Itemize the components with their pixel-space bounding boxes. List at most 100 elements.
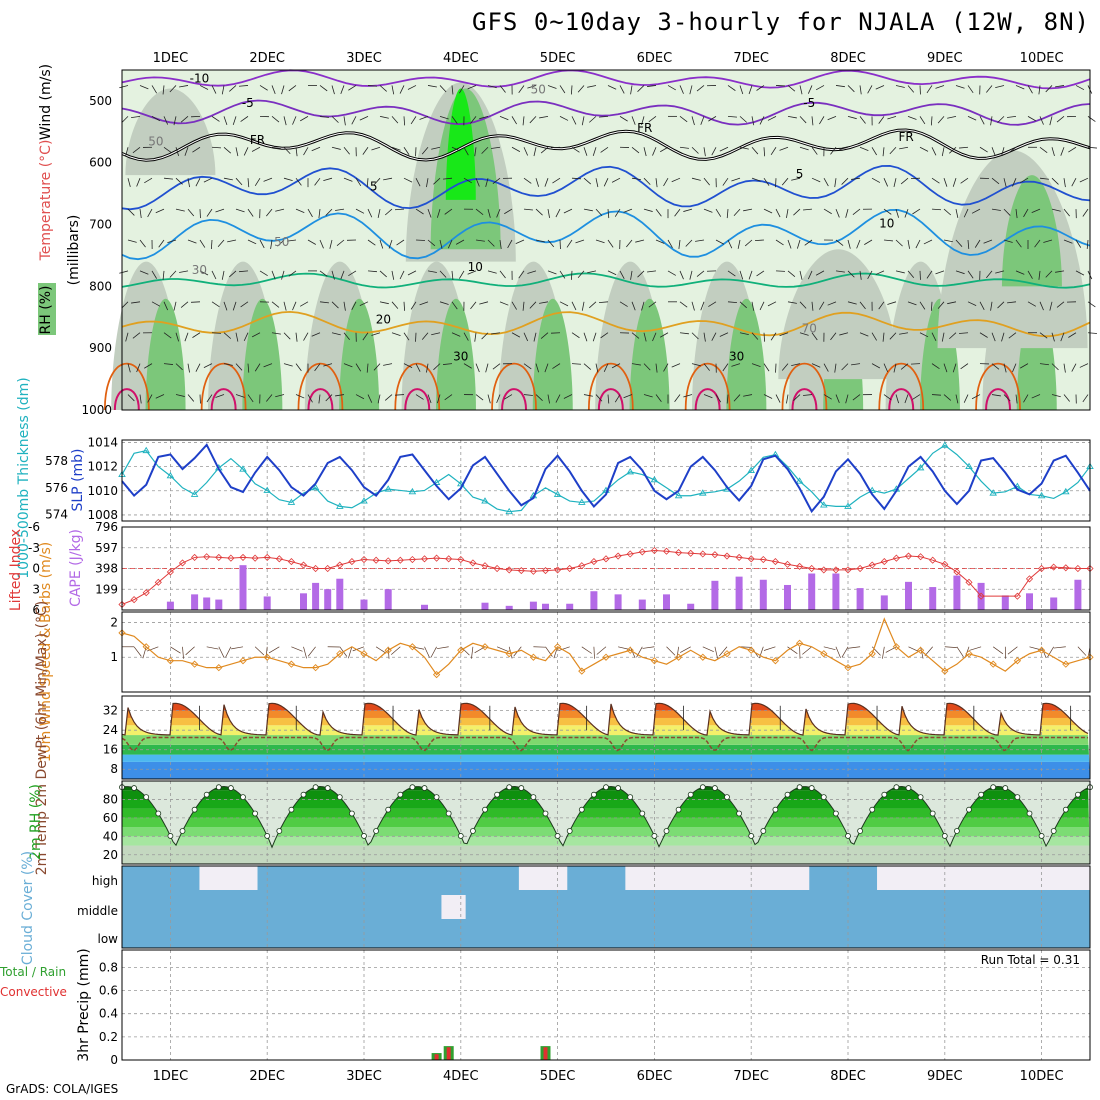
wind-barb	[211, 146, 222, 149]
isotherm-25	[684, 363, 731, 411]
wind-barb	[139, 85, 149, 90]
wind-barb	[787, 115, 797, 119]
wind-barb	[611, 177, 621, 183]
wind-barb	[859, 116, 866, 124]
wind-barb	[1082, 208, 1089, 217]
wind-barb	[139, 239, 146, 248]
wind-barb	[803, 394, 813, 396]
rh2m-point	[300, 791, 307, 798]
wind-barb	[373, 363, 381, 371]
wind-barb	[834, 363, 837, 373]
rh2m-point	[433, 794, 440, 801]
thickness-point	[674, 491, 683, 499]
wind-barb	[355, 208, 365, 214]
wind-barb	[598, 115, 609, 118]
wind-barb	[491, 332, 501, 335]
wind-barb	[243, 332, 249, 342]
wind-barb	[1023, 208, 1029, 218]
lifted-point	[457, 555, 465, 564]
lifted-point	[1062, 564, 1070, 572]
date-label-top: 2DEC	[249, 51, 285, 66]
cloud-level-label: low	[98, 932, 119, 946]
wind-barb	[1027, 85, 1033, 94]
thickness-point	[166, 471, 175, 479]
isotherm-label: -10	[190, 71, 210, 85]
wind-barb-10m	[642, 646, 655, 649]
cape-bar	[505, 605, 513, 610]
wind-barb	[403, 177, 413, 183]
wind-barb	[731, 363, 741, 367]
wind-barb	[439, 239, 443, 249]
rh2m-point	[361, 833, 367, 839]
wind-barb	[247, 394, 254, 403]
wind-barb	[763, 208, 773, 214]
temperature-legend-label: Temperature (°C)	[38, 140, 54, 262]
rh2m-band	[122, 790, 1090, 800]
wind-barb	[937, 301, 945, 309]
wind-barb	[254, 363, 261, 372]
wind-barb	[887, 115, 897, 120]
isotherm-30	[404, 388, 431, 411]
wind-barb	[1068, 332, 1077, 338]
wind-barb	[1007, 115, 1017, 118]
wind-barb	[1031, 394, 1041, 399]
wind-barb	[841, 177, 849, 185]
wind-barb	[660, 332, 669, 338]
wind-barb	[679, 270, 684, 280]
lifted-point	[360, 555, 368, 564]
wind-barb	[743, 208, 753, 212]
rh2m-point	[639, 810, 646, 817]
rh2m-point	[445, 810, 452, 817]
wind-barb	[147, 208, 153, 218]
lifted-point	[1038, 564, 1046, 573]
lifted-point	[892, 554, 900, 562]
wind-barb	[786, 209, 789, 219]
wind-barb	[270, 239, 273, 249]
date-label-top: 5DEC	[540, 51, 576, 66]
rh2m-point	[506, 784, 513, 791]
wind-barb	[581, 116, 585, 126]
wind-barb	[703, 394, 713, 399]
cape-bar	[312, 582, 320, 610]
wind-barb	[283, 363, 293, 367]
thickness-point	[311, 483, 320, 491]
isotherm-label: 5	[796, 167, 804, 181]
wind-barb	[691, 116, 695, 126]
wind-barb	[919, 146, 929, 152]
rh2m-band	[122, 836, 1090, 846]
wind-barb	[991, 147, 996, 156]
wind-barb	[235, 394, 245, 398]
thickness-point	[989, 489, 997, 496]
wind-speed-point	[650, 657, 659, 665]
rh-contour-50	[125, 88, 216, 176]
cape-bar	[832, 573, 840, 610]
wind-barb	[1063, 394, 1070, 402]
wind-barb	[427, 208, 432, 218]
rh2m-point	[385, 806, 392, 813]
wind-barb	[319, 270, 328, 277]
wind-barb	[235, 363, 243, 371]
wind-barb	[283, 301, 287, 311]
cape-bar	[590, 591, 598, 610]
wind-barb	[647, 270, 657, 273]
wind-barb	[727, 85, 736, 91]
wind-barb	[827, 115, 837, 121]
wind-barb-10m	[1007, 646, 1018, 655]
rh2m-point	[421, 785, 428, 791]
wind-barb	[1075, 239, 1082, 248]
wind-barb	[739, 116, 747, 123]
thickness-point	[142, 446, 150, 454]
wind-barb	[162, 85, 165, 95]
wind-barb	[518, 85, 525, 93]
wind-barb	[426, 178, 429, 188]
wind-barb	[415, 363, 421, 372]
wind-barb	[499, 270, 506, 279]
wind-barb	[754, 239, 765, 242]
rh2m-point	[663, 828, 670, 834]
wind-barb	[811, 301, 814, 311]
lifted-point	[433, 554, 441, 562]
wind-barb	[366, 178, 369, 188]
wind-barb	[907, 301, 917, 306]
cape-bar	[1074, 579, 1082, 610]
precip-tick: 0.4	[99, 1007, 118, 1021]
